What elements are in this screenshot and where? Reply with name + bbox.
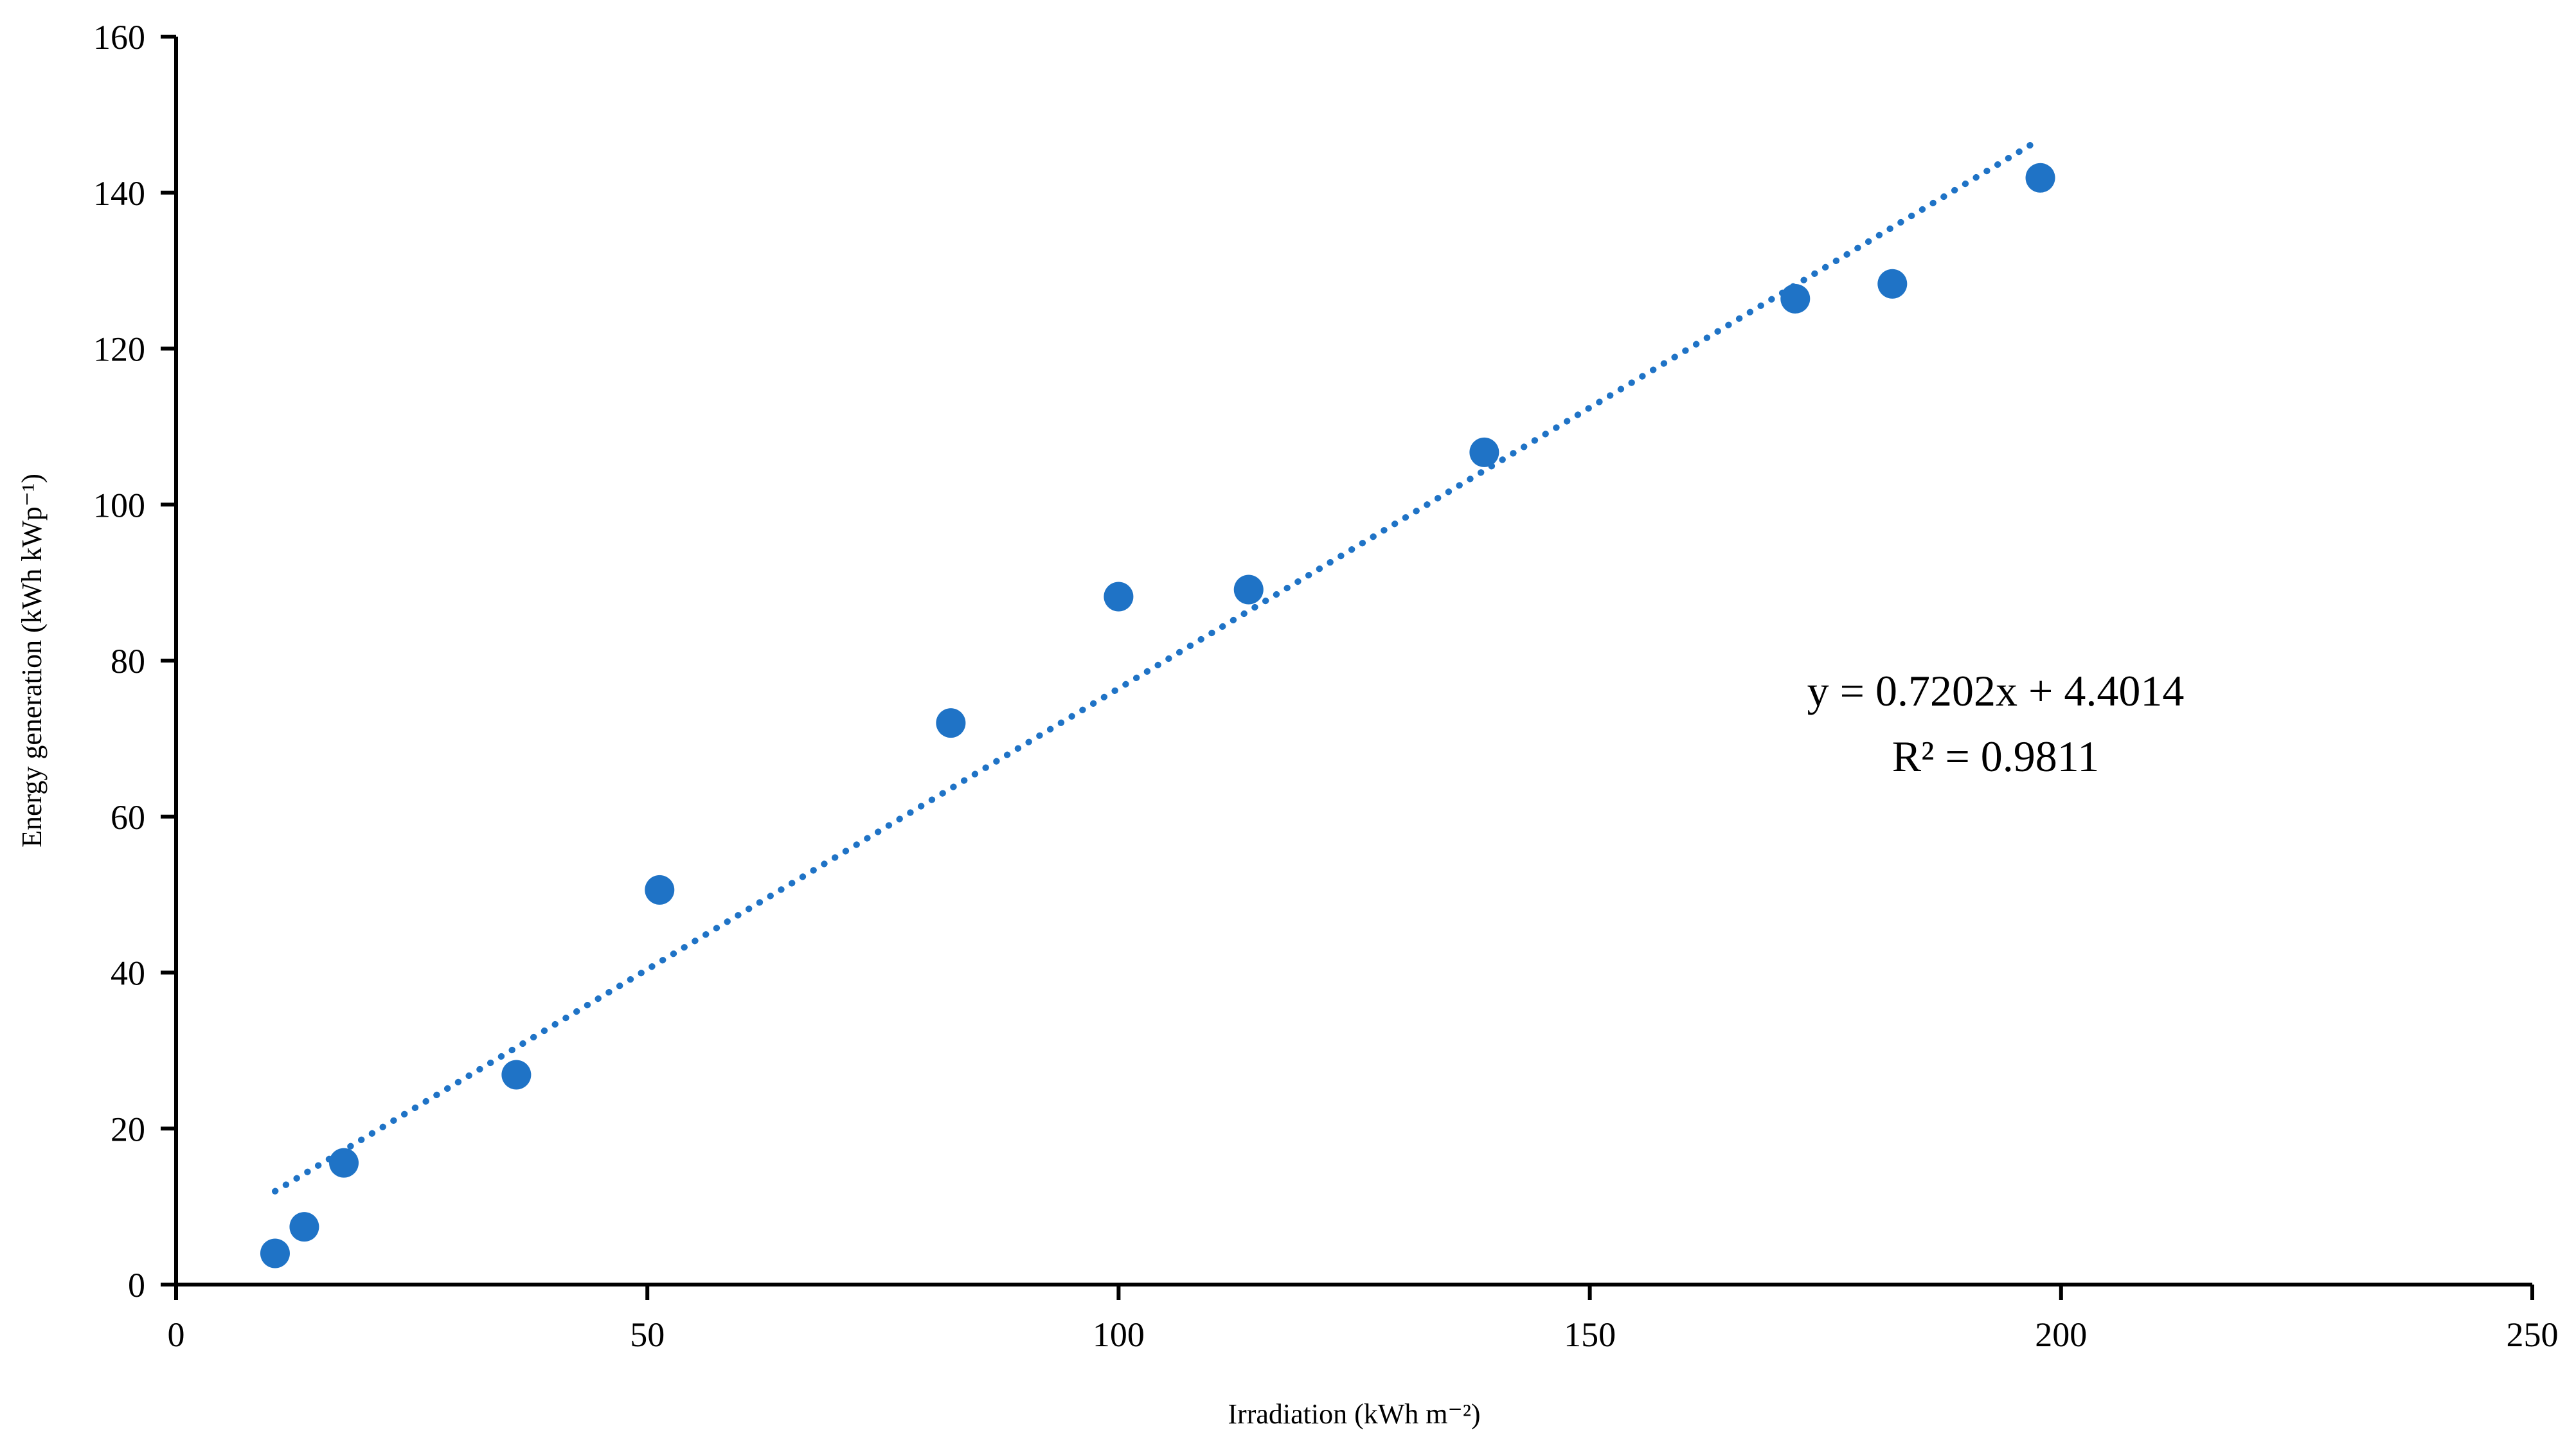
data-point bbox=[936, 708, 966, 738]
plot-marks bbox=[260, 136, 2055, 1268]
y-axis-title: Energy generation (kWh kWp⁻¹) bbox=[16, 474, 48, 848]
data-point bbox=[1104, 582, 1134, 612]
data-point bbox=[1780, 283, 1811, 314]
y-tick-label: 80 bbox=[111, 642, 145, 681]
trendline bbox=[271, 136, 2044, 1195]
y-tick-label: 60 bbox=[111, 798, 145, 837]
x-tick-label: 100 bbox=[1093, 1315, 1145, 1354]
axis-ticks: 0 20 40 60 80 100 120 140 160 0 50 100 150 200 250 bbox=[93, 18, 2559, 1354]
data-point bbox=[1877, 269, 1908, 299]
x-tick-label: 150 bbox=[1564, 1315, 1616, 1354]
x-tick-label: 200 bbox=[2035, 1315, 2087, 1354]
data-point bbox=[260, 1238, 290, 1268]
y-tick-label: 120 bbox=[93, 330, 145, 369]
data-point bbox=[501, 1060, 532, 1090]
data-point bbox=[2025, 163, 2055, 193]
data-point bbox=[289, 1212, 319, 1242]
y-tick-label: 40 bbox=[111, 954, 145, 993]
x-axis-title: Irradiation (kWh m⁻²) bbox=[1228, 1398, 1480, 1430]
y-tick-label: 100 bbox=[93, 486, 145, 524]
x-tick-label: 0 bbox=[168, 1315, 185, 1354]
trendline-equation: y = 0.7202x + 4.4014 bbox=[1807, 666, 2185, 715]
x-tick-label: 50 bbox=[630, 1315, 665, 1354]
y-tick-label: 20 bbox=[111, 1110, 145, 1148]
y-tick-label: 160 bbox=[93, 18, 145, 57]
data-point bbox=[1233, 574, 1264, 605]
y-tick-label: 140 bbox=[93, 174, 145, 213]
axes bbox=[174, 37, 2532, 1286]
data-point bbox=[1469, 437, 1499, 467]
x-tick-label: 250 bbox=[2507, 1315, 2559, 1354]
r-squared-label: R² = 0.9811 bbox=[1892, 732, 2100, 781]
y-tick-label: 0 bbox=[128, 1266, 145, 1304]
data-point bbox=[329, 1148, 359, 1178]
data-point bbox=[645, 875, 675, 905]
